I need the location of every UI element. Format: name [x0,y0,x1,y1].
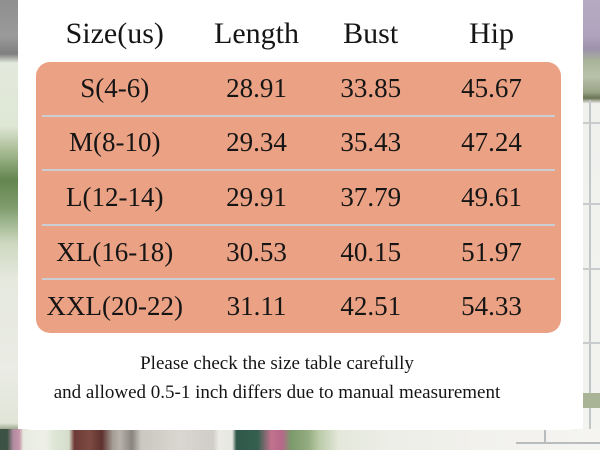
table-cell: 40.15 [340,236,402,267]
column-header-size: Size(us) [65,17,164,50]
table-cell: 45.67 [461,72,522,103]
table-cell: 54.33 [461,291,522,322]
window-frame-line [544,429,546,443]
disclaimer-line-2: and allowed 0.5-1 inch differs due to ma… [53,382,501,403]
table-cell: S(4-6) [80,72,150,103]
table-cell: XXL(20-22) [46,291,183,322]
table-cell: 37.79 [340,181,402,212]
row-divider [42,223,555,226]
background-photo-right [583,0,600,450]
table-cell: 47.24 [461,127,522,158]
size-chart-card: Size(us) Length Bust Hip S(4-6) 28.91 33… [18,0,583,430]
table-cell: 35.43 [340,127,402,158]
table-cell: M(8-10) [69,127,161,158]
table-header-row: Size(us) Length Bust Hip [36,10,561,58]
table-row: XL(16-18) 30.53 40.15 51.97 [36,226,561,279]
window-frame-line [583,342,600,344]
window-frame-line [583,122,600,124]
size-table-panel: S(4-6) 28.91 33.85 45.67 M(8-10) 29.34 3… [36,62,561,333]
column-header-bust: Bust [343,17,399,50]
disclaimer: Please check the size table carefully an… [18,349,536,407]
table-cell: 28.91 [226,72,287,103]
table-row: M(8-10) 29.34 35.43 47.24 [36,117,561,170]
table-cell: 29.34 [226,127,287,158]
table-cell: XL(16-18) [56,236,174,267]
window-frame-line [583,203,600,205]
table-row: L(12-14) 29.91 37.79 49.61 [36,171,561,224]
row-divider [42,278,555,281]
background-photo-bottom [0,429,600,450]
window-sill [583,393,600,408]
column-header-length: Length [214,17,299,50]
table-cell: 33.85 [340,72,402,103]
table-cell: 42.51 [340,291,402,322]
window-frame-line [589,100,591,450]
background-photo-left [0,0,18,450]
window-frame-line [516,442,600,444]
table-cell: 51.97 [461,236,522,267]
table-cell: 29.91 [226,181,287,212]
table-cell: 30.53 [226,236,287,267]
table-row: XXL(20-22) 31.11 42.51 54.33 [36,280,561,333]
table-row: S(4-6) 28.91 33.85 45.67 [36,62,561,115]
window-frame-line [583,268,600,270]
disclaimer-line-1: Please check the size table carefully [140,353,414,374]
row-divider [42,114,555,117]
table-cell: 31.11 [226,291,287,322]
table-cell: 49.61 [461,181,522,212]
table-cell: L(12-14) [66,181,164,212]
row-divider [42,169,555,172]
column-header-hip: Hip [468,17,514,50]
